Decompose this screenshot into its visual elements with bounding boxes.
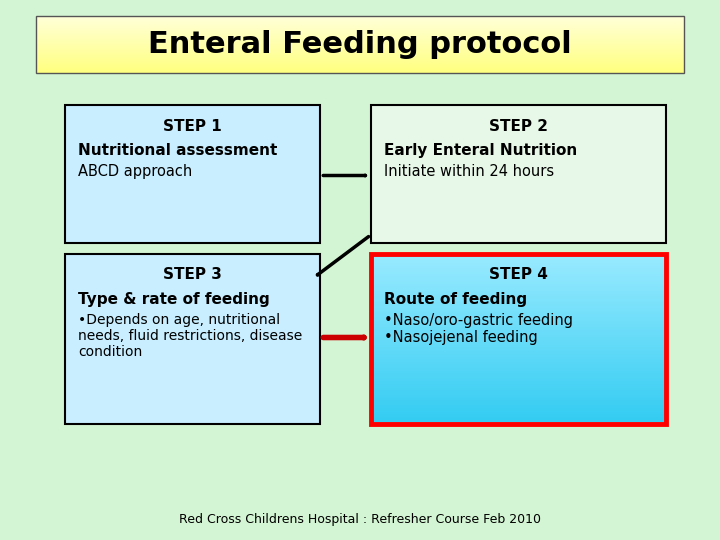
Text: STEP 4: STEP 4 bbox=[489, 267, 548, 282]
Text: •Depends on age, nutritional
needs, fluid restrictions, disease
condition: •Depends on age, nutritional needs, flui… bbox=[78, 313, 302, 359]
Bar bbox=[65, 254, 320, 424]
Bar bbox=[65, 105, 320, 243]
Bar bbox=[65, 105, 320, 243]
Text: Red Cross Childrens Hospital : Refresher Course Feb 2010: Red Cross Childrens Hospital : Refresher… bbox=[179, 514, 541, 526]
Text: Initiate within 24 hours: Initiate within 24 hours bbox=[384, 164, 554, 179]
Bar bbox=[65, 254, 320, 424]
Text: Route of feeding: Route of feeding bbox=[384, 292, 527, 307]
Bar bbox=[371, 254, 666, 424]
Bar bbox=[371, 105, 666, 243]
Bar bbox=[36, 16, 684, 73]
Text: •Naso/oro-gastric feeding
•Nasojejenal feeding: •Naso/oro-gastric feeding •Nasojejenal f… bbox=[384, 313, 573, 345]
Text: STEP 3: STEP 3 bbox=[163, 267, 222, 282]
Text: Type & rate of feeding: Type & rate of feeding bbox=[78, 292, 269, 307]
Text: ABCD approach: ABCD approach bbox=[78, 164, 192, 179]
Text: STEP 2: STEP 2 bbox=[489, 119, 548, 134]
Text: Early Enteral Nutrition: Early Enteral Nutrition bbox=[384, 143, 577, 158]
Text: Nutritional assessment: Nutritional assessment bbox=[78, 143, 277, 158]
Text: STEP 1: STEP 1 bbox=[163, 119, 222, 134]
Bar bbox=[371, 105, 666, 243]
Text: Enteral Feeding protocol: Enteral Feeding protocol bbox=[148, 30, 572, 59]
